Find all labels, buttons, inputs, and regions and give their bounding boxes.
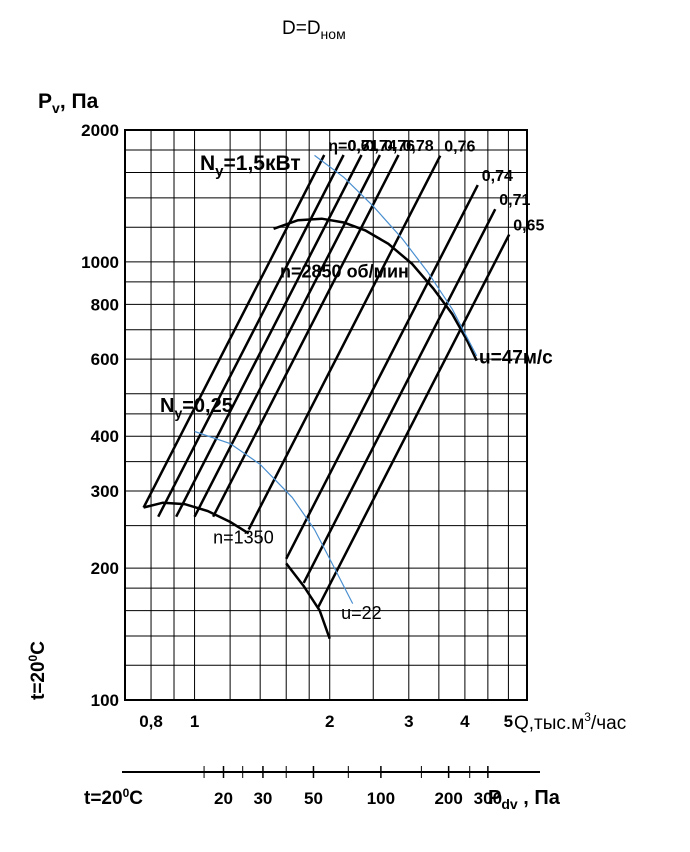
- power-label-high: Ny=1,5кВт: [200, 152, 301, 180]
- speed-curve-label: n=2850 об/мин: [280, 262, 409, 282]
- chart-header: D=Dном: [282, 18, 346, 42]
- chart-header-main: D=D: [282, 18, 321, 39]
- tip-speed-curve: [194, 430, 354, 604]
- dynamic-tick-label: 30: [253, 789, 272, 808]
- efficiency-label: 0,71: [348, 138, 379, 155]
- speed-curve-label: n=1350: [213, 527, 274, 547]
- x-tick-label: 3: [404, 712, 413, 731]
- tip-speed-label: u=47м/с: [479, 348, 553, 369]
- power-low-rest: =0,25: [182, 395, 233, 417]
- efficiency-label: 0,74: [366, 138, 397, 155]
- efficiency-line: [142, 154, 326, 509]
- efficiency-line: [302, 208, 497, 584]
- efficiency-label: 0,76: [444, 139, 475, 156]
- x-tick-label: 5: [504, 712, 513, 731]
- y-axis-label: Pv, Па: [38, 90, 99, 116]
- power-high-main: N: [200, 152, 215, 175]
- x-tick-label: 4: [460, 712, 470, 731]
- y-tick-label: 400: [91, 427, 119, 446]
- x-axis-label: Q,тыс.м3/час: [514, 710, 626, 734]
- efficiency-label: 0,74: [482, 168, 513, 185]
- efficiency-line: [175, 154, 363, 518]
- efficiency-line: [193, 154, 382, 518]
- x-tick-label: 0,8: [139, 712, 163, 731]
- tip-speed-curve: [314, 154, 478, 357]
- dynamic-axis-label-main: P: [488, 787, 501, 809]
- temperature-label-rest: C: [28, 641, 49, 655]
- tip-speed-label: u=22: [341, 603, 382, 623]
- speed-curve: [143, 501, 250, 535]
- dynamic-temp-rest: C: [129, 788, 143, 809]
- y-axis-label-sub: v: [52, 100, 60, 116]
- dynamic-tick-label: 50: [304, 789, 323, 808]
- y-tick-label: 800: [91, 295, 119, 314]
- dynamic-temp-sup: 0: [123, 786, 130, 800]
- y-tick-label: 100: [91, 691, 119, 710]
- x-axis-label-sup: 3: [584, 710, 591, 724]
- y-tick-label: 200: [91, 559, 119, 578]
- efficiency-line: [157, 154, 345, 518]
- efficiency-line: [285, 184, 479, 560]
- y-axis-label-main: P: [38, 90, 52, 113]
- dynamic-tick-label: 300: [474, 789, 502, 808]
- power-low-sub: y: [174, 405, 182, 421]
- dynamic-axis-ticks: 20 30 50 100 200 300: [203, 766, 502, 808]
- efficiency-line: [247, 155, 442, 531]
- y-axis-label-rest: , Па: [60, 90, 99, 113]
- dynamic-tick-label: 20: [214, 789, 233, 808]
- dynamic-axis-label-rest: , Па: [518, 787, 561, 809]
- x-axis-label-rest: /час: [591, 713, 626, 734]
- grid-lines: 100 200 300 400 600 800 1000 2000 0,8 1 2 3 4 5: [81, 121, 528, 731]
- temperature-label-main: t=20: [28, 661, 49, 700]
- x-tick-label: 2: [325, 712, 334, 731]
- y-tick-label: 300: [91, 482, 119, 501]
- power-label-low: Ny=0,25: [160, 395, 233, 421]
- dynamic-temp-main: t=20: [84, 788, 123, 809]
- efficiency-label: 0,71: [499, 192, 530, 209]
- efficiency-line: [212, 154, 400, 518]
- dynamic-axis-temperature: t=200C: [84, 786, 143, 809]
- efficiency-label: 0,65: [513, 217, 544, 234]
- speed-curve: [285, 562, 331, 640]
- x-tick-label: 1: [190, 712, 199, 731]
- power-high-rest: =1,5кВт: [224, 152, 301, 175]
- y-tick-label: 600: [91, 350, 119, 369]
- dynamic-axis-label: Pdv , Па: [488, 787, 561, 812]
- speed-curve: [273, 217, 478, 362]
- temperature-label-vertical: t=200C: [26, 641, 49, 700]
- efficiency-label: η=0,61: [328, 138, 378, 155]
- dynamic-tick-label: 100: [367, 789, 395, 808]
- efficiency-label: 0,76: [384, 138, 415, 155]
- dynamic-tick-label: 200: [434, 789, 462, 808]
- efficiency-label: 0,78: [403, 138, 434, 155]
- y-tick-label: 2000: [81, 121, 119, 140]
- plot-area: η=0,610,710,740,760,78 0,760,740,710,65n=…: [142, 138, 553, 640]
- x-axis-label-main: Q,тыс.м: [514, 713, 584, 734]
- power-low-main: N: [160, 395, 174, 417]
- chart-header-sub: ном: [321, 26, 346, 42]
- efficiency-line: [316, 233, 511, 609]
- dynamic-axis-label-sub: dv: [501, 796, 518, 812]
- temperature-label-sup: 0: [26, 654, 40, 661]
- y-tick-label: 1000: [81, 253, 119, 272]
- power-high-sub: y: [215, 163, 224, 180]
